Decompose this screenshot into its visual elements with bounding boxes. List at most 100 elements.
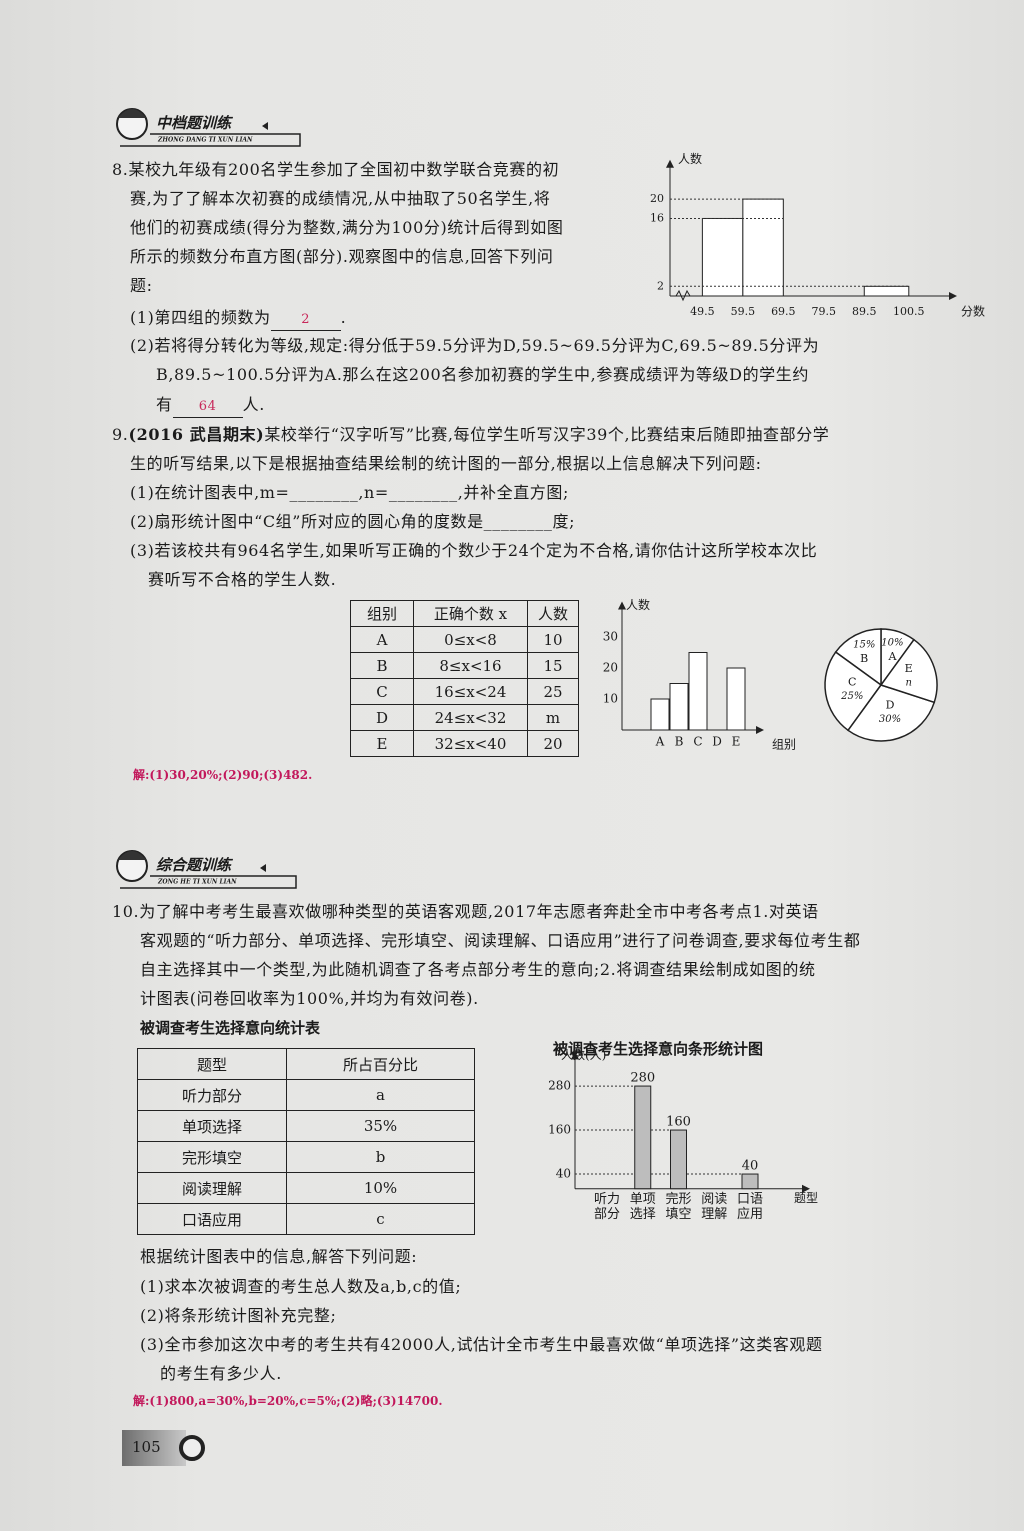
table-cell: B <box>350 652 414 679</box>
table-cell: 8≤x<16 <box>413 652 528 679</box>
page-number-tab <box>122 1430 186 1466</box>
bar <box>670 1129 687 1190</box>
header-pinyin: ZHONG DANG TI XUN LIAN <box>157 137 253 144</box>
question-text: B,89.5~100.5分评为A.那么在这200名参加初赛的学生中,参赛成绩评为… <box>156 365 809 384</box>
table-cell: A <box>350 626 414 653</box>
x-tick-label: 口语应用 <box>736 1191 763 1222</box>
table-cell: 阅读理解 <box>137 1172 287 1204</box>
data-label: 160 <box>666 1115 691 1130</box>
question-text: 生的听写结果,以下是根据抽查结果绘制的统计图的一部分,根据以上信息解决下列问题: <box>130 454 762 473</box>
x-axis-label: 分数 <box>961 304 985 319</box>
mascot-hair <box>118 851 146 860</box>
pie-value-label: 10% <box>881 637 903 648</box>
table-row: 口语应用 c <box>137 1203 475 1235</box>
x-tick-label: 89.5 <box>852 305 877 318</box>
table-title: 被调查考生选择意向统计表 <box>140 1019 321 1037</box>
axis-arrow <box>756 726 764 734</box>
axis-arrow <box>666 159 674 168</box>
y-tick-label: 16 <box>650 211 664 224</box>
table-header-cell: 题型 <box>137 1048 287 1080</box>
table-cell: 25 <box>527 678 579 705</box>
question-text: (1)在统计图表中,m=________,n=________,并补全直方图; <box>130 483 570 502</box>
table-cell: 完形填空 <box>137 1141 287 1173</box>
y-axis-label: 人数 <box>678 151 702 166</box>
axis-arrow <box>618 601 626 610</box>
question-text: 题: <box>130 276 153 295</box>
bar <box>650 698 670 731</box>
table-cell: 10% <box>286 1172 475 1204</box>
table-cell: 16≤x<24 <box>413 678 528 705</box>
table-row: 单项选择 35% <box>137 1110 475 1142</box>
x-tick-label: E <box>732 735 741 749</box>
table-cell: b <box>286 1141 475 1173</box>
table-row: 听力部分 a <box>137 1079 475 1111</box>
x-tick-label: 单项选择 <box>629 1191 656 1222</box>
x-tick-label: C <box>693 735 702 749</box>
histogram-bar <box>742 198 784 297</box>
x-tick-label: 59.5 <box>731 305 756 318</box>
header-pinyin: ZONG HE TI XUN LIAN <box>157 879 237 886</box>
axis-arrow <box>571 1051 579 1060</box>
table-header-row: 组别 正确个数 x 人数 <box>350 600 579 627</box>
table-row: B 8≤x<16 15 <box>350 652 579 679</box>
y-tick-label: 40 <box>556 1167 571 1181</box>
x-tick-label: 69.5 <box>771 305 796 318</box>
x-axis-label: 题型 <box>794 1191 818 1205</box>
x-tick-label: 完形填空 <box>665 1191 692 1222</box>
table-row: 完形填空 b <box>137 1141 475 1173</box>
table-cell: 0≤x<8 <box>413 626 528 653</box>
answer-blank: 64 <box>172 397 243 418</box>
table-row: E 32≤x<40 20 <box>350 730 579 757</box>
question-text: 根据统计图表中的信息,解答下列问题: <box>140 1247 418 1266</box>
pie-slice <box>824 651 883 732</box>
x-tick-label: 阅读理解 <box>701 1191 728 1222</box>
bar <box>726 667 746 731</box>
x-tick-label: 49.5 <box>690 305 715 318</box>
arrow-icon <box>262 122 268 130</box>
x-tick-label: 79.5 <box>812 305 837 318</box>
table-row: C 16≤x<24 25 <box>350 678 579 705</box>
question-text: 自主选择其中一个类型,为此随机调查了各考点部分考生的意向;2.将调查结果绘制成如… <box>140 960 816 979</box>
y-tick-label: 20 <box>650 192 664 205</box>
page-number: 105 <box>132 1438 161 1456</box>
question-text: (2)若将得分转化为等级,规定:得分低于59.5分评为D,59.5~69.5分评… <box>130 336 820 355</box>
mascot-hair <box>118 109 146 118</box>
histogram-bar <box>701 217 744 297</box>
table-cell: E <box>350 730 414 757</box>
y-tick-label: 20 <box>603 661 618 675</box>
pie-category-label: A <box>887 650 897 663</box>
data-table: 题型 所占百分比 听力部分 a 单项选择 35% 完形填空 b 阅读理解 10% 口语应用 c <box>137 1048 475 1235</box>
pie-value-label: n <box>905 678 911 689</box>
y-tick-label: 10 <box>603 692 618 706</box>
question-text: (2)将条形统计图补充完整; <box>140 1306 337 1325</box>
table-cell: 单项选择 <box>137 1110 287 1142</box>
y-tick-label: 30 <box>603 630 618 644</box>
table-cell: m <box>527 704 579 731</box>
table-header-cell: 人数 <box>527 600 579 627</box>
pie-value-label: 25% <box>840 691 863 702</box>
bar <box>634 1085 652 1190</box>
arrow-icon <box>260 864 266 872</box>
axis-arrow <box>949 292 957 300</box>
page-number-ring <box>179 1435 205 1461</box>
question-text: 所示的频数分布直方图(部分).观察图中的信息,回答下列问 <box>130 247 554 266</box>
pie-value-label: 15% <box>853 640 875 651</box>
pie-category-label: C <box>848 676 856 689</box>
x-tick-label: 100.5 <box>893 305 925 318</box>
bar <box>688 652 708 731</box>
question-text: 的考生有多少人. <box>160 1364 282 1383</box>
table-header-row: 题型 所占百分比 <box>137 1048 475 1080</box>
question-text: 8.某校九年级有200名学生参加了全国初中数学联合竞赛的初 <box>112 160 560 179</box>
y-axis-label: 人数(人) <box>561 1047 606 1062</box>
chart-title: 被调查考生选择意向条形统计图 <box>553 1040 764 1058</box>
x-tick-label: 听力部分 <box>593 1191 620 1222</box>
table-cell: 35% <box>286 1110 475 1142</box>
section-header: 综合题训练 ZONG HE TI XUN LIAN <box>116 850 297 889</box>
table-row: 阅读理解 10% <box>137 1172 475 1204</box>
pie-category-label: E <box>905 662 913 675</box>
header-title: 中档题训练 <box>156 114 234 132</box>
question-text: 赛,为了了解本次初赛的成绩情况,从中抽取了50名学生,将 <box>130 189 551 208</box>
table-cell: 24≤x<32 <box>413 704 528 731</box>
